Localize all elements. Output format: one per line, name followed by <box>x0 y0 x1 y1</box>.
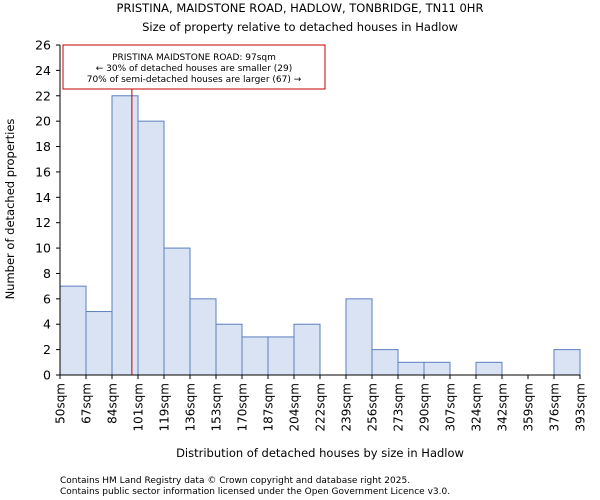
y-tick-label: 22 <box>35 88 51 103</box>
bar-239sqm <box>345 298 373 376</box>
bars-group <box>59 95 581 376</box>
chart-subtitle: Size of property relative to detached ho… <box>142 20 458 34</box>
bar-273sqm <box>397 361 425 376</box>
y-tick-label: 14 <box>35 190 51 205</box>
y-tick-label: 6 <box>43 291 51 306</box>
bar-187sqm <box>267 336 295 376</box>
chart-title: PRISTINA, MAIDSTONE ROAD, HADLOW, TONBRI… <box>117 1 484 15</box>
x-tick-label: 290sqm <box>418 383 432 431</box>
x-tick-label: 376sqm <box>548 383 562 431</box>
y-tick-label: 2 <box>43 342 51 357</box>
y-tick-label: 26 <box>35 38 51 53</box>
y-tick-label: 20 <box>35 114 51 129</box>
x-tick-label: 222sqm <box>314 383 328 431</box>
bar-136sqm <box>189 298 217 376</box>
x-tick-label: 239sqm <box>340 383 354 431</box>
x-tick-label: 67sqm <box>80 383 94 424</box>
x-tick-label: 204sqm <box>288 383 302 431</box>
x-axis: 50sqm 67sqm 84sqm 101sqm 119sqm 136sqm 153sqm 1… <box>54 374 588 431</box>
x-tick-label: 307sqm <box>444 383 458 431</box>
bar-153sqm <box>215 323 243 376</box>
x-tick-label: 170sqm <box>236 383 250 431</box>
x-tick-label: 119sqm <box>158 383 172 431</box>
x-tick-label: 84sqm <box>106 383 120 424</box>
y-tick-label: 8 <box>43 266 51 281</box>
annotation-line-1: PRISTINA MAIDSTONE ROAD: 97sqm <box>112 53 276 63</box>
bar-119sqm <box>163 247 191 376</box>
bar-256sqm <box>371 349 399 376</box>
bar-376sqm <box>553 349 581 376</box>
bar-101sqm <box>137 120 165 376</box>
x-tick-label: 393sqm <box>574 383 588 431</box>
x-tick-label: 187sqm <box>262 383 276 431</box>
bar-84sqm <box>111 95 139 376</box>
annotation-box: PRISTINA MAIDSTONE ROAD: 97sqm ← 30% of … <box>62 44 326 90</box>
y-tick-label: 4 <box>43 317 51 332</box>
x-tick-label: 136sqm <box>184 383 198 431</box>
x-tick-label: 153sqm <box>210 383 224 431</box>
x-tick-label: 342sqm <box>496 383 510 431</box>
x-tick-label: 101sqm <box>132 383 146 431</box>
annotation-line-2: ← 30% of detached houses are smaller (29… <box>96 64 293 74</box>
y-tick-label: 24 <box>35 63 51 78</box>
x-tick-label: 256sqm <box>366 383 380 431</box>
bar-290sqm <box>423 361 451 376</box>
y-axis-label: Number of detached properties <box>3 119 17 300</box>
x-tick-label: 50sqm <box>54 383 68 424</box>
y-tick-label: 16 <box>35 164 51 179</box>
footer-line-2: Contains public sector information licen… <box>60 487 450 497</box>
x-tick-label: 359sqm <box>522 383 536 431</box>
bar-204sqm <box>293 323 321 376</box>
bar-324sqm <box>475 361 503 376</box>
y-tick-label: 12 <box>35 215 51 230</box>
x-tick-label: 273sqm <box>392 383 406 431</box>
x-axis-label: Distribution of detached houses by size … <box>176 446 464 460</box>
bar-67sqm <box>85 311 113 376</box>
annotation-line-3: 70% of semi-detached houses are larger (… <box>87 75 302 85</box>
y-tick-label: 18 <box>35 139 51 154</box>
x-tick-label: 324sqm <box>470 383 484 431</box>
y-tick-label: 0 <box>43 368 51 383</box>
bar-50sqm <box>59 285 87 376</box>
y-tick-label: 10 <box>35 241 51 256</box>
bar-170sqm <box>241 336 269 376</box>
footer-line-1: Contains HM Land Registry data © Crown c… <box>60 476 410 486</box>
annotation-frame <box>62 44 326 90</box>
